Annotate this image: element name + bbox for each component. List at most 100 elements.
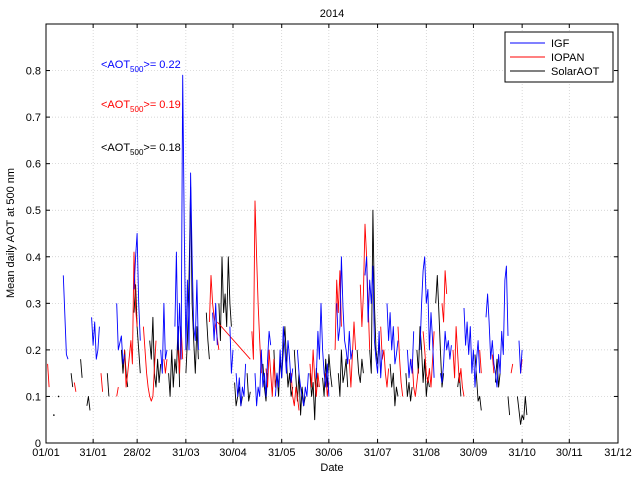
series-line-segment bbox=[116, 387, 119, 397]
series-line-segment bbox=[80, 359, 83, 378]
series-line-segment bbox=[229, 326, 234, 374]
x-tick-label: 31/03 bbox=[172, 447, 200, 459]
annotation-suffix: >= 0.19 bbox=[143, 99, 180, 111]
series-line-segment bbox=[510, 363, 514, 374]
y-tick-label: 0 bbox=[35, 438, 41, 450]
data-point bbox=[57, 395, 60, 398]
series-line-segment bbox=[405, 373, 413, 402]
series-line-segment bbox=[218, 256, 232, 342]
series-line-segment bbox=[441, 270, 448, 323]
series-line-segment bbox=[411, 359, 419, 397]
series-line-segment bbox=[389, 363, 399, 407]
series-line-segment bbox=[124, 251, 138, 388]
x-tick-label: 31/01 bbox=[79, 447, 107, 459]
series-line-segment bbox=[518, 340, 523, 374]
x-tick-label: 31/08 bbox=[413, 447, 441, 459]
legend: IGF IOPAN SolarAOT bbox=[504, 31, 614, 83]
series-line-segment bbox=[86, 395, 91, 411]
legend-label-igf: IGF bbox=[551, 38, 570, 50]
series-line-segment bbox=[479, 349, 482, 374]
y-tick-label: 0.4 bbox=[26, 252, 41, 264]
series-line-segment bbox=[91, 317, 100, 360]
series-line-segment bbox=[251, 200, 262, 374]
x-tick-label: 30/09 bbox=[460, 447, 488, 459]
annotation-prefix: <AOT bbox=[101, 99, 130, 111]
series-line-segment bbox=[177, 326, 184, 374]
series-line-segment bbox=[246, 373, 251, 402]
series-line-segment bbox=[149, 316, 162, 388]
x-tick-label: 01/01 bbox=[32, 447, 60, 459]
annotation-subscript: 500 bbox=[130, 148, 144, 157]
series-line-segment bbox=[212, 302, 218, 346]
series-line-segment bbox=[163, 359, 168, 374]
series-line-segment bbox=[397, 326, 404, 397]
y-tick-label: 0.5 bbox=[26, 205, 41, 217]
y-tick-label: 0.6 bbox=[26, 159, 41, 171]
x-tick-label: 30/04 bbox=[219, 447, 247, 459]
series-line-segment bbox=[356, 349, 364, 383]
series-line-segment bbox=[322, 354, 333, 397]
series-line-segment bbox=[457, 372, 462, 397]
series-line-segment bbox=[422, 331, 435, 388]
series-line-segment bbox=[208, 274, 220, 350]
legend-label-solaraot: SolarAOT bbox=[551, 66, 600, 78]
annotation-prefix: <AOT bbox=[101, 142, 130, 154]
series-line-segment bbox=[485, 265, 509, 388]
x-tick-label: 30/06 bbox=[315, 447, 343, 459]
series-line-segment bbox=[435, 274, 445, 388]
series-line-segment bbox=[216, 321, 251, 360]
series-line-segment bbox=[160, 302, 168, 374]
series-line-segment bbox=[73, 382, 77, 392]
series-line-segment bbox=[439, 330, 452, 383]
x-tick-label: 30/11 bbox=[556, 447, 583, 459]
series-line-segment bbox=[416, 326, 430, 397]
mean-annotation: <AOT500>= 0.18 bbox=[101, 142, 181, 157]
series-lines bbox=[47, 74, 528, 425]
series-line-segment bbox=[309, 349, 320, 397]
y-axis-label: Mean daily AOT at 500 nm bbox=[5, 168, 17, 298]
series-line-segment bbox=[106, 373, 110, 397]
series-line-segment bbox=[337, 349, 349, 397]
annotation-suffix: >= 0.22 bbox=[143, 59, 180, 71]
x-axis-label: Date bbox=[320, 462, 343, 474]
x-tick-label: 28/02 bbox=[123, 447, 151, 459]
series-iopan bbox=[47, 200, 523, 411]
series-line-segment bbox=[100, 373, 104, 392]
data-point bbox=[53, 414, 55, 416]
series-line-segment bbox=[463, 307, 481, 388]
series-line-segment bbox=[265, 349, 276, 397]
series-line-segment bbox=[491, 354, 495, 374]
mean-annotation: <AOT500>= 0.19 bbox=[101, 99, 181, 114]
y-tick-label: 0.1 bbox=[26, 391, 41, 403]
x-tick-label: 31/10 bbox=[508, 447, 536, 459]
series-line-segment bbox=[419, 256, 435, 378]
series-line-segment bbox=[516, 395, 528, 425]
annotation-subscript: 500 bbox=[130, 65, 144, 74]
x-tick-label: 31/07 bbox=[364, 447, 392, 459]
series-line-segment bbox=[205, 312, 210, 360]
y-tick-label: 0.2 bbox=[26, 345, 41, 357]
legend-label-iopan: IOPAN bbox=[551, 52, 584, 64]
y-tick-label: 0.7 bbox=[26, 112, 41, 124]
series-line-segment bbox=[116, 303, 126, 365]
series-line-segment bbox=[348, 321, 357, 388]
annotation-subscript: 500 bbox=[130, 105, 144, 114]
series-line-segment bbox=[386, 303, 399, 365]
series-line-segment bbox=[507, 396, 511, 416]
series-line-segment bbox=[70, 373, 74, 388]
series-line-segment bbox=[254, 330, 272, 407]
x-tick-label: 31/12 bbox=[604, 447, 632, 459]
mean-annotation: <AOT500>= 0.22 bbox=[101, 59, 181, 74]
series-line-segment bbox=[235, 363, 247, 407]
y-tick-label: 0.8 bbox=[26, 66, 41, 78]
series-igf bbox=[62, 74, 523, 407]
x-tick-label: 31/05 bbox=[268, 447, 296, 459]
annotation-suffix: >= 0.18 bbox=[143, 142, 180, 154]
mean-annotations: <AOT500>= 0.22<AOT500>= 0.19<AOT500>= 0.… bbox=[101, 59, 181, 157]
series-line-segment bbox=[364, 256, 383, 379]
series-line-segment bbox=[62, 275, 69, 360]
chart-title: 2014 bbox=[320, 8, 344, 20]
series-line-segment bbox=[174, 74, 199, 360]
y-tick-label: 0.3 bbox=[26, 298, 41, 310]
